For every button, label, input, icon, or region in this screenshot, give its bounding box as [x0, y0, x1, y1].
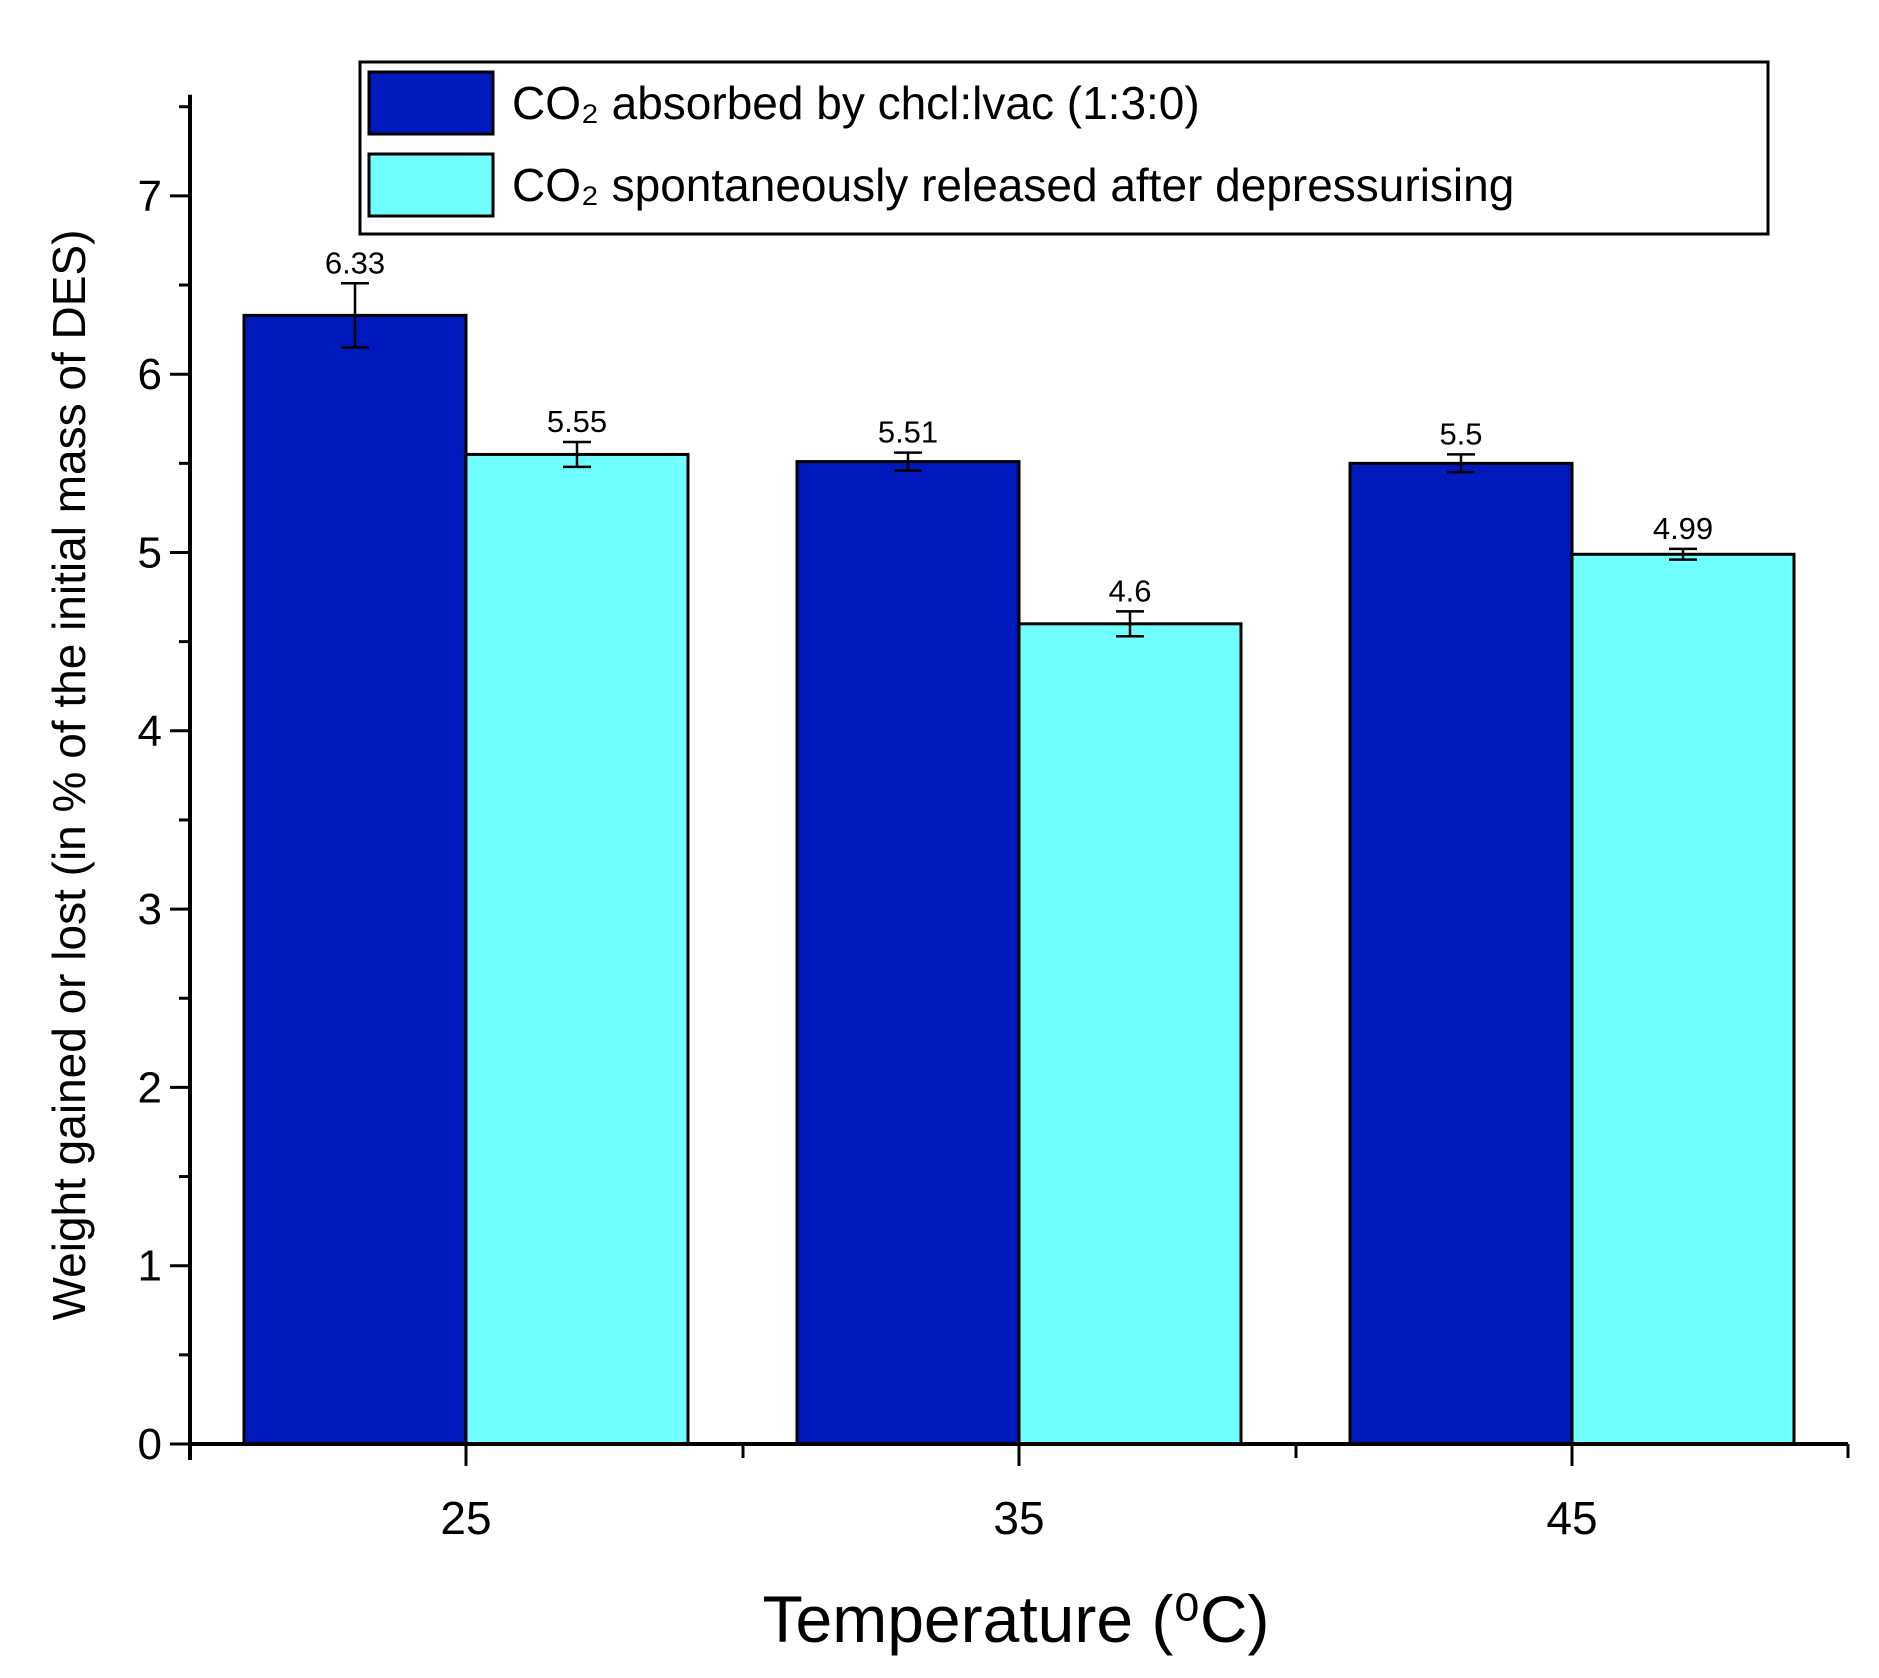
bars-layer — [242, 313, 1796, 1446]
bar-s1-25 — [242, 313, 468, 1446]
legend-box — [358, 60, 1770, 236]
bar-s1-45 — [1348, 461, 1574, 1446]
value-label: 4.6 — [1108, 573, 1151, 608]
y-tick-label: 2 — [138, 1063, 162, 1112]
legend-swatch — [367, 70, 495, 136]
y-tick-label: 6 — [138, 350, 162, 399]
value-label: 4.99 — [1653, 511, 1713, 546]
bar-s2-25 — [464, 452, 690, 1446]
value-label: 5.5 — [1439, 416, 1482, 451]
x-tick-label: 35 — [993, 1492, 1044, 1544]
bar-s2-45 — [1570, 552, 1796, 1446]
value-label: 5.51 — [878, 415, 938, 450]
y-axis-title: Weight gained or lost (in % of the initi… — [43, 230, 95, 1321]
legend: CO₂ absorbed by chcl:lvac (1:3:0) CO₂ spo… — [358, 60, 1770, 236]
error-bars-layer — [341, 282, 1697, 638]
bar-s1-35 — [795, 460, 1021, 1446]
x-tick-label: 25 — [440, 1492, 491, 1544]
y-tick-label: 4 — [138, 707, 162, 756]
value-labels-layer: 6.33 5.51 5.5 5.55 4.6 4.99 — [325, 245, 1713, 608]
x-axis-ticks: 25 35 45 — [440, 1444, 1850, 1544]
y-tick-label: 3 — [138, 885, 162, 934]
legend-label: CO₂ spontaneously released after depress… — [512, 159, 1514, 211]
y-tick-label: 5 — [138, 529, 162, 578]
bar-s2-35 — [1017, 622, 1243, 1446]
legend-swatch — [367, 152, 495, 218]
y-axis-ticks: 0 1 2 3 4 5 6 7 — [138, 105, 190, 1469]
y-tick-label: 7 — [138, 172, 162, 221]
y-tick-label: 1 — [138, 1242, 162, 1291]
y-tick-label: 0 — [138, 1420, 162, 1469]
value-label: 6.33 — [325, 245, 385, 280]
legend-label: CO₂ absorbed by chcl:lvac (1:3:0) — [512, 77, 1200, 129]
x-axis-title: Temperature (⁰C) — [763, 1582, 1270, 1656]
value-label: 5.55 — [547, 404, 607, 439]
x-tick-label: 45 — [1546, 1492, 1597, 1544]
